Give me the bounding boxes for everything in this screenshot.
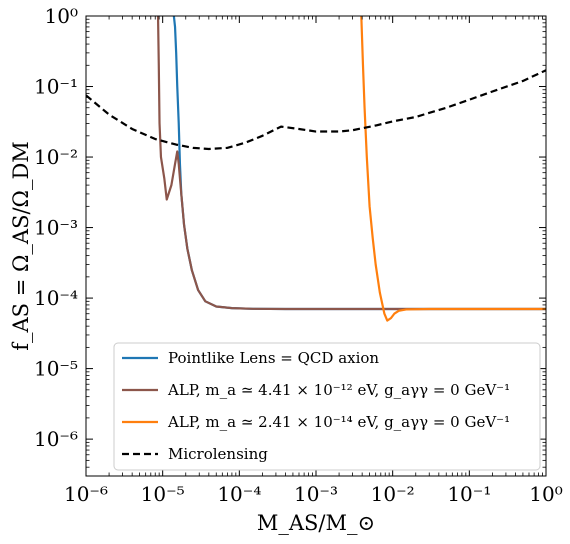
x-axis-label: M_AS/M_⊙ [257, 511, 375, 535]
series-line-4 [86, 69, 546, 151]
x-tick-label: 10⁻² [371, 482, 415, 506]
x-tick-label: 10⁻⁵ [141, 482, 185, 506]
x-tick-label: 10⁻⁶ [64, 482, 108, 506]
legend-box [113, 342, 541, 471]
plot-frame [85, 15, 547, 477]
y-axis-label: f_AS = Ω_AS/Ω_DM [9, 141, 33, 351]
y-tick-label: 10⁰ [45, 4, 78, 28]
series-line-3 [360, 16, 546, 322]
ticks-layer: 10⁻⁶ 10⁻⁵ 10⁻⁴ 10⁻³ 10⁻² 10⁻¹ 10⁰ 10⁻⁶ 10⁻⁵ 10⁻⁴ 1… [34, 4, 563, 506]
legend-label-3: ALP, m_a ≃ 2.41 × 10⁻¹⁴ eV, g_aγγ = 0 Ge… [167, 413, 510, 431]
x-tick-label: 10⁻³ [294, 482, 338, 506]
y-tick-label: 10⁻¹ [34, 75, 78, 99]
legend-entries: Pointlike Lens = QCD axion ALP, m_a ≃ 4.4… [122, 349, 510, 463]
legend-label-4: Microlensing [168, 445, 268, 463]
legend: Pointlike Lens = QCD axion ALP, m_a ≃ 4.4… [113, 342, 541, 471]
y-tick-label: 10⁻³ [34, 216, 78, 240]
series-layer [86, 16, 546, 322]
y-tick-label: 10⁻⁶ [34, 427, 78, 451]
legend-label-1: Pointlike Lens = QCD axion [168, 349, 379, 367]
x-tick-label: 10⁻¹ [447, 482, 491, 506]
series-line-2 [156, 16, 546, 311]
legend-label-2: ALP, m_a ≃ 4.41 × 10⁻¹² eV, g_aγγ = 0 Ge… [167, 381, 510, 399]
y-tick-label: 10⁻² [34, 145, 78, 169]
y-tick-label: 10⁻⁴ [34, 286, 78, 310]
y-tick-label: 10⁻⁵ [34, 357, 78, 381]
x-tick-label: 10⁻⁴ [217, 482, 261, 506]
x-tick-label: 10⁰ [529, 482, 562, 506]
